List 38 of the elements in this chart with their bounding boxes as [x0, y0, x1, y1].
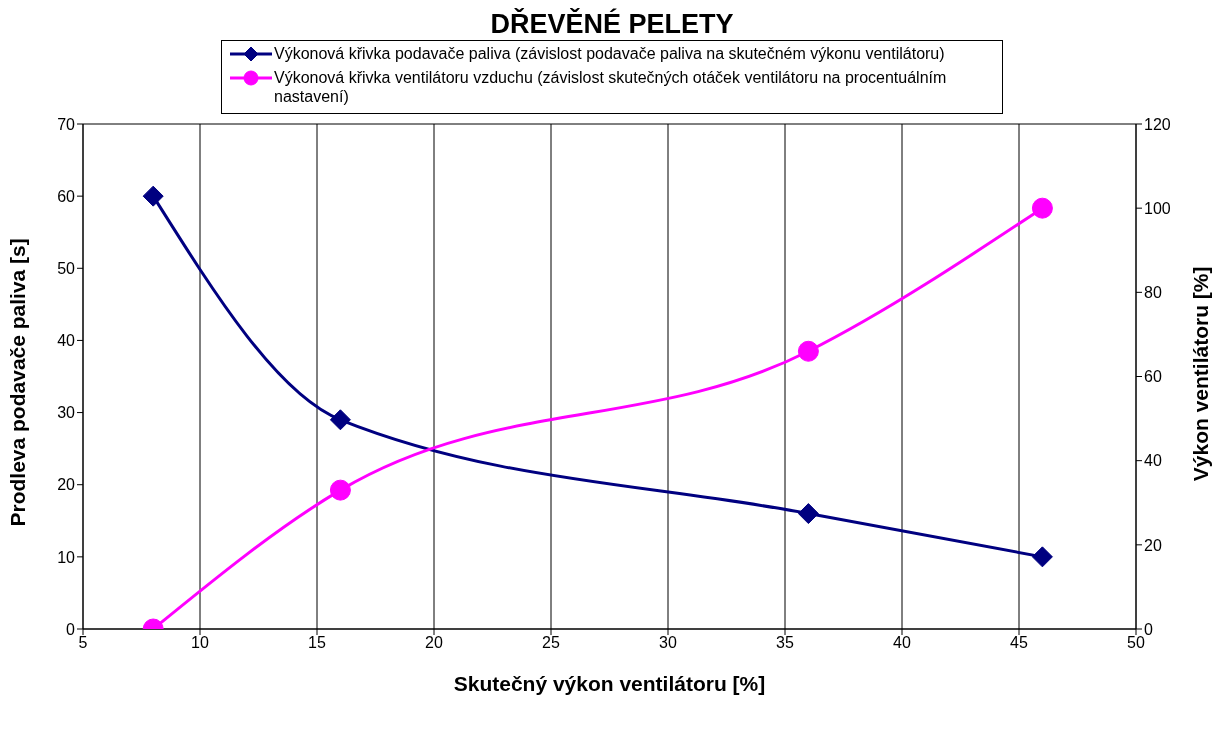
y2-tick-label: 60: [1144, 368, 1162, 386]
y2-tick-label: 20: [1144, 536, 1162, 554]
y2-tick-label: 120: [1144, 115, 1171, 133]
x-tick-label: 45: [1010, 634, 1028, 652]
x-tick-label: 40: [893, 634, 911, 652]
point: [797, 340, 819, 362]
x-tick-label: 5: [78, 634, 88, 652]
legend-label: Výkonová křivka podavače paliva (závislost podavače paliva na skutečném výkonu ventilátoru): [274, 44, 945, 63]
point: [1031, 546, 1053, 568]
x-tick-label: 15: [308, 634, 326, 652]
y-tick-label: 40: [57, 332, 76, 350]
y2-tick-label: 0: [1144, 620, 1153, 638]
legend-label: Výkonová křivka ventilátoru vzduchu (závislost skutečných otáček ventilátoru na procentuálním nastavení): [274, 68, 948, 106]
x-axis-title: Skutečný výkon ventilátoru [%]: [453, 671, 766, 695]
x-tick-label: 35: [776, 634, 794, 652]
y2-axis-title: Výkon ventilátoru [%]: [1189, 266, 1213, 482]
y-tick-label: 10: [57, 548, 76, 566]
y-tick-label: 60: [57, 187, 76, 205]
point: [142, 185, 164, 207]
chart-title: DŘEVĚNÉ PELETY: [489, 8, 735, 40]
y-tick-label: 20: [57, 476, 76, 494]
y-tick-label: 50: [57, 259, 76, 277]
y2-tick-label: 40: [1144, 452, 1162, 470]
y-tick-label: 30: [57, 404, 76, 422]
x-tick-label: 10: [191, 634, 209, 652]
y-tick-label: 0: [66, 620, 76, 638]
x-tick-label: 30: [659, 634, 677, 652]
x-tick-label: 50: [1127, 634, 1145, 652]
y-axis-title: Prodleva podavače paliva [s]: [6, 238, 30, 527]
y-tick-label: 70: [57, 115, 76, 133]
point: [329, 479, 351, 501]
point: [797, 503, 819, 525]
point: [1031, 197, 1053, 219]
point: [329, 409, 351, 431]
x-tick-label: 20: [425, 634, 443, 652]
y2-tick-label: 80: [1144, 284, 1162, 302]
y2-tick-label: 100: [1144, 199, 1171, 217]
x-tick-label: 25: [542, 634, 560, 652]
